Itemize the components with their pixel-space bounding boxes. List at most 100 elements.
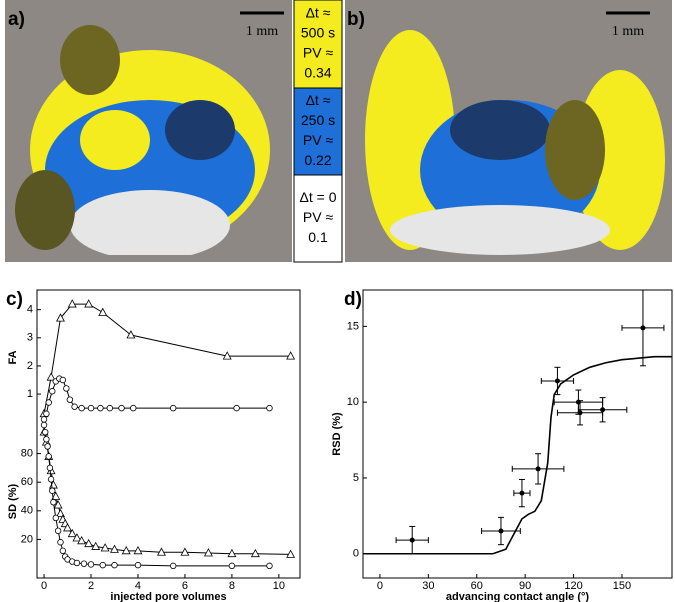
panel-label: d) — [344, 289, 362, 310]
legend-text: Δt = 0 — [300, 189, 337, 205]
marker — [87, 561, 95, 568]
x-tick-label: 150 — [613, 580, 631, 592]
marker — [111, 561, 118, 569]
y-tick-label: 3 — [27, 332, 33, 344]
plot-frame — [36, 289, 301, 579]
marker — [227, 548, 237, 558]
marker — [121, 545, 131, 555]
point — [535, 466, 541, 472]
marker — [266, 404, 273, 412]
legend-text: PV ≈ — [303, 132, 334, 148]
marker — [266, 562, 273, 570]
marker — [56, 508, 65, 518]
marker — [286, 549, 296, 558]
series-line — [43, 432, 291, 555]
x-axis-label: injected pore volumes — [110, 591, 226, 602]
marker — [49, 388, 56, 395]
y-tick-label: 2 — [27, 360, 33, 372]
x-tick-label: 8 — [229, 580, 235, 592]
point — [640, 325, 646, 331]
y-tick-label: 1 — [27, 388, 33, 400]
marker — [98, 307, 108, 316]
marker — [169, 404, 177, 412]
marker — [44, 443, 51, 450]
marker — [78, 404, 85, 412]
marker — [67, 299, 77, 308]
marker — [71, 403, 78, 410]
marker — [53, 500, 63, 509]
marker — [133, 545, 143, 555]
marker — [233, 404, 240, 412]
y-tick-label: 0 — [353, 548, 359, 560]
point — [519, 490, 525, 496]
marker — [43, 436, 50, 443]
marker — [42, 428, 49, 436]
marker — [110, 544, 119, 553]
marker — [63, 385, 70, 392]
marker — [91, 541, 101, 550]
legend-text: 0.1 — [308, 229, 328, 245]
marker — [134, 561, 142, 569]
marker — [46, 464, 54, 472]
legend-text: 250 s — [301, 112, 335, 128]
x-tick-label: 6 — [182, 580, 188, 592]
marker — [169, 562, 177, 570]
marker — [72, 533, 82, 542]
marker — [156, 547, 166, 556]
y-tick-label: 15 — [347, 320, 359, 332]
micrograph-b — [345, 0, 672, 262]
scale-label: 1 mm — [246, 24, 278, 39]
point — [409, 537, 415, 543]
legend-text: Δt ≈ — [306, 5, 331, 21]
marker — [80, 560, 88, 567]
x-tick-label: 60 — [471, 580, 483, 592]
scale-label: 1 mm — [612, 24, 644, 39]
point — [498, 528, 504, 534]
legend-text: 0.34 — [304, 65, 331, 81]
x-tick-label: 10 — [273, 580, 285, 592]
marker — [118, 404, 125, 412]
panel-label: b) — [347, 9, 365, 30]
marker — [49, 487, 56, 494]
marker — [106, 404, 113, 412]
marker — [286, 351, 296, 360]
marker — [130, 404, 137, 412]
marker — [203, 548, 213, 557]
x-tick-label: 0 — [377, 580, 383, 592]
marker — [250, 548, 260, 558]
marker — [87, 404, 95, 412]
x-tick-label: 30 — [422, 580, 434, 592]
micrograph-a — [5, 0, 292, 262]
y-axis-label: SD (%) — [7, 483, 19, 519]
legend-text: PV ≈ — [303, 209, 334, 225]
marker — [126, 330, 136, 339]
point — [554, 378, 560, 384]
marker — [97, 404, 104, 412]
marker — [47, 476, 55, 483]
marker — [56, 313, 65, 322]
point — [600, 407, 606, 413]
x-tick-label: 0 — [41, 580, 47, 592]
plot-frame — [362, 289, 673, 579]
series-line — [43, 424, 270, 567]
marker — [67, 528, 77, 538]
marker — [73, 559, 81, 567]
marker — [40, 421, 48, 429]
y-tick-label: 10 — [347, 396, 359, 408]
series-line — [43, 303, 291, 414]
marker — [57, 539, 64, 546]
marker — [45, 399, 52, 406]
x-tick-label: 2 — [88, 580, 94, 592]
marker — [228, 562, 236, 570]
marker — [40, 416, 48, 423]
y-tick-label: 5 — [353, 472, 359, 484]
x-tick-label: 120 — [564, 580, 582, 592]
marker — [59, 547, 67, 555]
marker — [59, 376, 67, 384]
y-axis-label: FA — [7, 350, 19, 364]
panel-label: a) — [8, 9, 25, 30]
marker — [66, 396, 74, 403]
legend-text: 0.22 — [304, 152, 331, 168]
